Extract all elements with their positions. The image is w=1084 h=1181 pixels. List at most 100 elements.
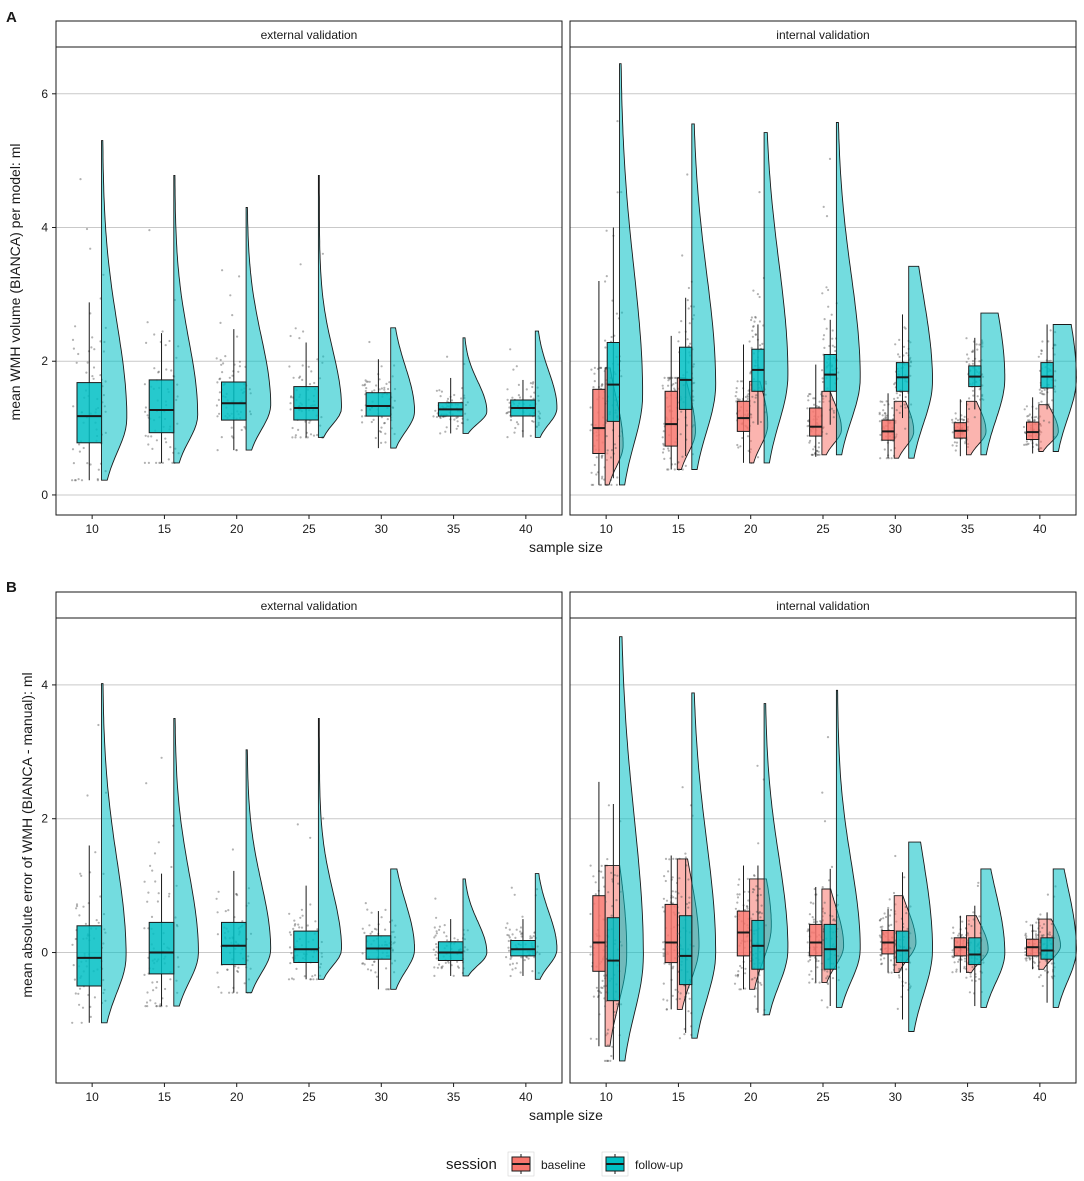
- data-point: [677, 892, 680, 895]
- data-point: [953, 961, 956, 964]
- data-point: [1047, 340, 1050, 343]
- data-point: [531, 382, 534, 385]
- data-point: [662, 897, 666, 900]
- data-point: [687, 906, 690, 909]
- panel-b-x-axis-title: sample size: [529, 1107, 603, 1123]
- data-point: [154, 880, 157, 883]
- data-point: [520, 932, 523, 935]
- data-point: [439, 395, 442, 398]
- data-point: [898, 976, 901, 979]
- data-point: [738, 878, 741, 881]
- data-point: [828, 879, 831, 882]
- data-point: [1037, 355, 1040, 358]
- data-point: [610, 871, 613, 875]
- data-point: [1035, 443, 1038, 446]
- data-point: [507, 949, 511, 952]
- data-point: [978, 343, 981, 346]
- data-point: [384, 441, 387, 444]
- data-point: [666, 999, 669, 1002]
- data-point: [97, 723, 100, 727]
- data-point: [291, 426, 294, 430]
- box-follow-up: [148, 921, 175, 975]
- data-point: [1033, 961, 1036, 965]
- data-point: [880, 917, 883, 921]
- data-point: [820, 968, 824, 971]
- x-tick-label: 35: [961, 1090, 975, 1104]
- data-point: [238, 360, 241, 363]
- data-point: [1035, 444, 1039, 447]
- data-point: [687, 286, 691, 290]
- panel-b-y-ticks: 0 2 4: [41, 678, 56, 960]
- data-point: [375, 928, 378, 931]
- data-point: [589, 912, 592, 916]
- data-point: [226, 968, 229, 971]
- data-point: [972, 918, 975, 921]
- data-point: [674, 988, 677, 991]
- data-point: [509, 419, 513, 422]
- box-follow-up: [679, 915, 693, 986]
- data-point: [667, 468, 670, 471]
- data-point: [446, 400, 449, 403]
- data-point: [809, 958, 812, 962]
- data-point: [363, 931, 366, 935]
- data-point: [309, 836, 312, 839]
- data-point: [885, 416, 888, 419]
- x-tick-label: 25: [816, 522, 830, 536]
- y-tick-label: 6: [41, 87, 48, 101]
- violin-follow-up: [462, 878, 488, 977]
- data-point: [368, 340, 371, 344]
- data-point: [1024, 936, 1028, 940]
- data-point: [375, 384, 378, 387]
- data-point: [506, 398, 509, 401]
- data-point: [295, 967, 298, 971]
- data-point: [456, 425, 460, 428]
- data-point: [1038, 953, 1041, 956]
- data-point: [968, 407, 971, 411]
- data-point: [523, 959, 526, 962]
- data-point: [321, 252, 324, 255]
- violin-follow-up: [317, 717, 342, 980]
- data-point: [433, 936, 436, 939]
- data-point: [314, 974, 317, 977]
- data-point: [971, 349, 975, 352]
- data-point: [1024, 947, 1027, 950]
- data-point: [289, 933, 292, 936]
- data-point: [298, 376, 301, 379]
- data-point: [971, 389, 975, 392]
- data-point: [811, 916, 814, 919]
- data-point: [603, 1059, 607, 1062]
- data-point: [153, 333, 156, 336]
- data-point: [378, 388, 381, 391]
- data-point: [883, 448, 886, 451]
- data-point: [831, 398, 834, 401]
- data-point: [169, 446, 172, 449]
- data-point: [808, 913, 812, 916]
- data-point: [595, 1037, 598, 1041]
- data-point: [815, 449, 819, 452]
- data-point: [504, 926, 508, 929]
- data-point: [438, 925, 441, 928]
- data-point: [235, 893, 238, 896]
- data-point: [1046, 893, 1049, 896]
- data-point: [688, 322, 691, 325]
- data-point: [604, 973, 607, 977]
- data-point: [738, 893, 741, 896]
- data-point: [1035, 936, 1038, 939]
- data-point: [243, 425, 246, 429]
- data-point: [86, 794, 89, 797]
- data-point: [890, 449, 893, 452]
- data-point: [879, 953, 882, 957]
- data-point: [897, 970, 901, 973]
- data-point: [298, 375, 302, 378]
- data-point: [662, 998, 665, 1001]
- data-point: [751, 978, 754, 981]
- data-point: [521, 915, 524, 918]
- data-point: [951, 418, 954, 421]
- data-point: [97, 468, 100, 471]
- data-point: [589, 953, 592, 956]
- data-point: [236, 970, 240, 974]
- data-point: [616, 1003, 619, 1006]
- x-tick-label: 30: [375, 1090, 389, 1104]
- data-point: [966, 954, 969, 957]
- data-point: [82, 446, 85, 450]
